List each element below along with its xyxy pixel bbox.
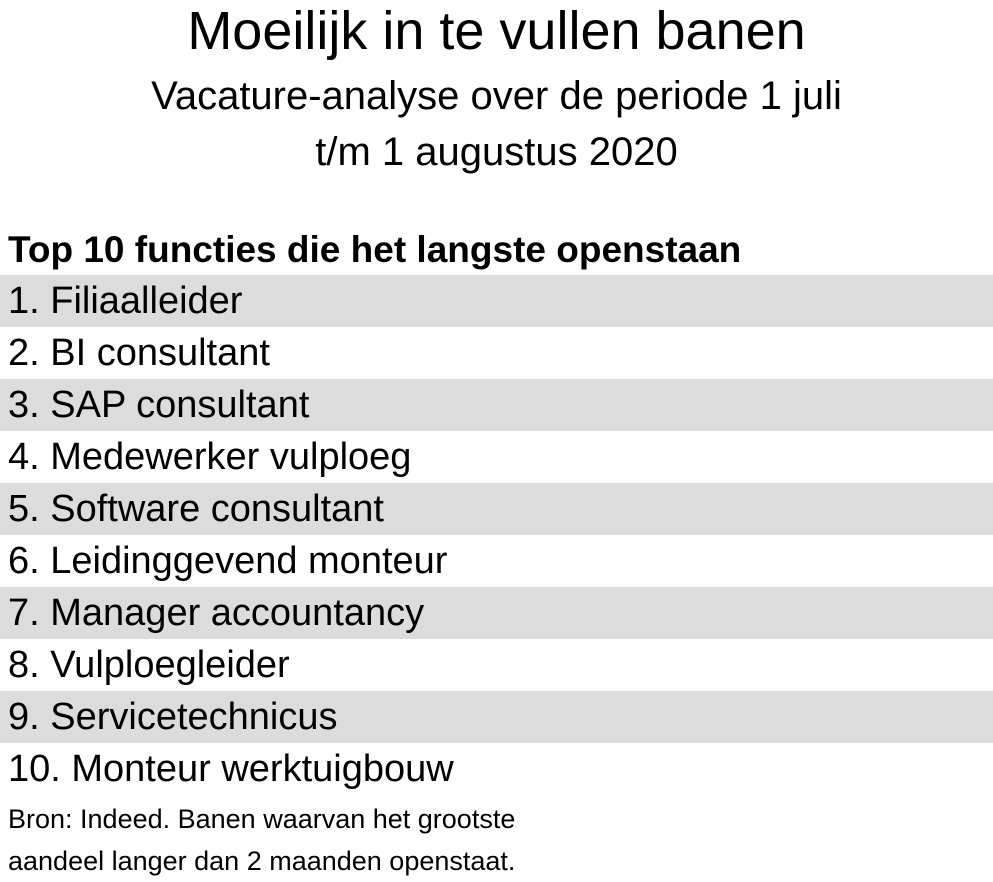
list-item-6: 6. Leidinggevend monteur: [8, 540, 448, 582]
page-title: Moeilijk in te vullen banen: [187, 1, 806, 61]
page-subtitle: Vacature-analyse over de periode 1 juli …: [0, 68, 993, 180]
list-heading: Top 10 functies die het langste openstaa…: [8, 229, 742, 270]
job-list: 1. Filiaalleider 2. BI consultant 3. SAP…: [0, 275, 993, 795]
list-item-10: 10. Monteur werktuigbouw: [8, 748, 454, 790]
list-item-5: 5. Software consultant: [0, 483, 993, 535]
list-item-2: 2. BI consultant: [8, 332, 270, 374]
source-note: Bron: Indeed. Banen waarvan het grootste…: [8, 798, 515, 882]
subtitle-line-1: Vacature-analyse over de periode 1 juli: [151, 74, 842, 118]
list-item-8: 8. Vulploegleider: [8, 644, 290, 686]
source-line-1: Bron: Indeed. Banen waarvan het grootste: [8, 804, 516, 834]
list-item-1: 1. Filiaalleider: [0, 275, 993, 327]
source-line-2: aandeel langer dan 2 maanden openstaat.: [8, 846, 516, 876]
list-item-3: 3. SAP consultant: [0, 379, 993, 431]
subtitle-line-2: t/m 1 augustus 2020: [315, 130, 678, 174]
list-item-9: 9. Servicetechnicus: [0, 691, 993, 743]
list-item-4: 4. Medewerker vulploeg: [8, 436, 412, 478]
list-item-7: 7. Manager accountancy: [0, 587, 993, 639]
